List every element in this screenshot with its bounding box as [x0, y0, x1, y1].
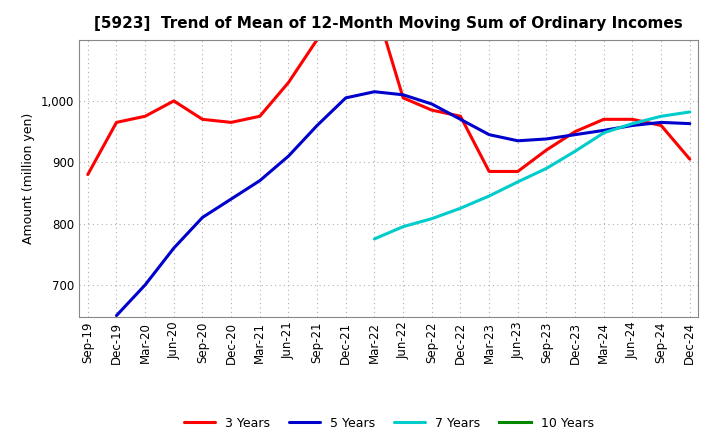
- 5 Years: [112, 313, 121, 318]
- 7 Years: [657, 114, 665, 119]
- Line: 7 Years: 7 Years: [374, 112, 690, 239]
- 3 Years: [428, 107, 436, 113]
- 7 Years: [370, 236, 379, 242]
- 3 Years: [227, 120, 235, 125]
- 7 Years: [428, 216, 436, 221]
- 5 Years: [542, 136, 551, 142]
- 5 Years: [227, 196, 235, 202]
- 5 Years: [284, 154, 293, 159]
- 5 Years: [312, 123, 321, 128]
- Legend: 3 Years, 5 Years, 7 Years, 10 Years: 3 Years, 5 Years, 7 Years, 10 Years: [179, 412, 598, 435]
- 7 Years: [399, 224, 408, 229]
- 7 Years: [600, 130, 608, 136]
- 3 Years: [456, 114, 465, 119]
- 5 Years: [456, 117, 465, 122]
- 3 Years: [312, 37, 321, 42]
- 5 Years: [141, 282, 150, 288]
- 5 Years: [169, 246, 178, 251]
- Y-axis label: Amount (million yen): Amount (million yen): [22, 113, 35, 244]
- 3 Years: [341, 3, 350, 8]
- 3 Years: [399, 95, 408, 100]
- 3 Years: [628, 117, 636, 122]
- 5 Years: [485, 132, 493, 137]
- 5 Years: [428, 101, 436, 106]
- 3 Years: [513, 169, 522, 174]
- 7 Years: [685, 109, 694, 114]
- 5 Years: [657, 120, 665, 125]
- 7 Years: [485, 193, 493, 198]
- 5 Years: [600, 128, 608, 133]
- Line: 5 Years: 5 Years: [117, 92, 690, 315]
- 3 Years: [284, 80, 293, 85]
- 3 Years: [141, 114, 150, 119]
- 5 Years: [256, 178, 264, 183]
- 5 Years: [628, 123, 636, 128]
- 5 Years: [341, 95, 350, 100]
- 7 Years: [513, 179, 522, 184]
- 3 Years: [657, 123, 665, 128]
- 3 Years: [169, 98, 178, 103]
- 5 Years: [370, 89, 379, 94]
- 3 Years: [685, 157, 694, 162]
- 3 Years: [112, 120, 121, 125]
- 7 Years: [571, 149, 580, 154]
- 3 Years: [542, 147, 551, 153]
- 5 Years: [399, 92, 408, 97]
- 5 Years: [198, 215, 207, 220]
- 3 Years: [600, 117, 608, 122]
- 5 Years: [513, 138, 522, 143]
- Line: 3 Years: 3 Years: [88, 3, 690, 175]
- 3 Years: [370, 0, 379, 5]
- 7 Years: [542, 166, 551, 171]
- 7 Years: [628, 121, 636, 126]
- 7 Years: [456, 205, 465, 211]
- 5 Years: [571, 132, 580, 137]
- 3 Years: [198, 117, 207, 122]
- 5 Years: [685, 121, 694, 126]
- 3 Years: [256, 114, 264, 119]
- 3 Years: [571, 129, 580, 134]
- 3 Years: [84, 172, 92, 177]
- Title: [5923]  Trend of Mean of 12-Month Moving Sum of Ordinary Incomes: [5923] Trend of Mean of 12-Month Moving …: [94, 16, 683, 32]
- 3 Years: [485, 169, 493, 174]
